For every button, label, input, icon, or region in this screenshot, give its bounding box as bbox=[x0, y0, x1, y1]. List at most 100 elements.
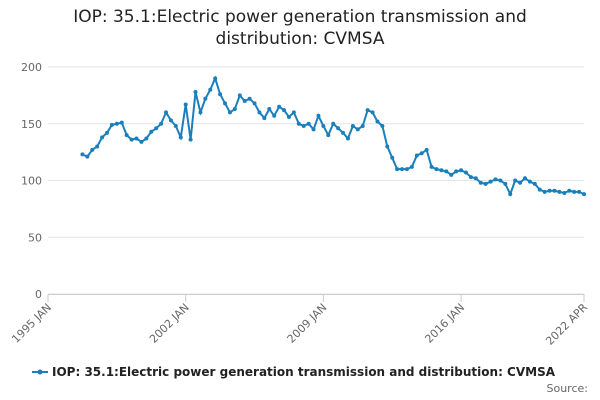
data-point bbox=[326, 133, 331, 138]
data-point bbox=[508, 192, 513, 197]
data-point bbox=[439, 168, 444, 173]
data-point bbox=[272, 113, 277, 118]
data-point bbox=[429, 164, 434, 169]
data-point bbox=[316, 113, 321, 118]
data-point bbox=[218, 92, 223, 97]
data-point bbox=[237, 93, 242, 98]
data-point bbox=[306, 121, 311, 126]
data-point bbox=[414, 153, 419, 158]
chart-title: IOP: 35.1:Electric power generation tran… bbox=[73, 7, 527, 49]
data-point bbox=[80, 152, 85, 157]
y-tick-label: 150 bbox=[21, 118, 42, 131]
data-point bbox=[85, 154, 90, 159]
data-point bbox=[468, 175, 473, 180]
data-point bbox=[444, 169, 449, 174]
data-point bbox=[223, 101, 228, 106]
data-point bbox=[109, 122, 114, 127]
data-point bbox=[385, 144, 390, 149]
y-tick-label: 100 bbox=[21, 175, 42, 188]
legend-label: IOP: 35.1:Electric power generation tran… bbox=[52, 365, 556, 379]
data-point bbox=[567, 188, 572, 193]
data-point bbox=[331, 121, 336, 126]
data-point bbox=[282, 108, 287, 113]
data-point bbox=[173, 124, 178, 129]
data-point bbox=[95, 144, 100, 149]
data-line bbox=[82, 75, 585, 197]
data-point bbox=[336, 126, 341, 131]
data-point bbox=[213, 76, 218, 81]
data-point bbox=[518, 180, 523, 185]
data-point bbox=[459, 168, 464, 173]
data-point bbox=[557, 189, 562, 194]
data-point bbox=[129, 137, 134, 142]
data-point bbox=[232, 106, 237, 111]
data-point bbox=[242, 99, 247, 104]
data-point bbox=[395, 167, 400, 172]
data-point bbox=[463, 170, 468, 175]
data-point bbox=[473, 176, 478, 181]
data-point bbox=[488, 179, 493, 184]
data-point bbox=[419, 151, 424, 156]
data-point bbox=[532, 181, 537, 186]
data-point bbox=[100, 135, 105, 140]
data-point bbox=[296, 121, 301, 126]
data-point bbox=[400, 167, 405, 172]
data-point bbox=[409, 164, 414, 169]
data-point bbox=[105, 130, 110, 135]
data-point bbox=[345, 136, 350, 141]
data-point bbox=[198, 110, 203, 115]
data-point bbox=[262, 116, 267, 121]
data-point bbox=[503, 181, 508, 186]
data-point bbox=[286, 114, 291, 119]
data-point bbox=[227, 110, 232, 115]
data-point bbox=[154, 126, 159, 131]
data-point bbox=[449, 172, 454, 177]
data-point bbox=[164, 110, 169, 115]
data-point bbox=[483, 181, 488, 186]
data-point bbox=[562, 190, 567, 195]
y-tick-label: 0 bbox=[35, 288, 42, 301]
data-point bbox=[527, 179, 532, 184]
data-point bbox=[277, 104, 282, 109]
data-point bbox=[582, 192, 586, 197]
data-point bbox=[203, 96, 208, 101]
data-point bbox=[159, 121, 164, 126]
data-point bbox=[424, 147, 429, 152]
data-point bbox=[119, 120, 124, 125]
data-point bbox=[380, 124, 385, 129]
data-point bbox=[542, 189, 547, 194]
data-point bbox=[547, 188, 552, 193]
data-point bbox=[301, 124, 306, 129]
data-point bbox=[144, 136, 149, 141]
y-tick-label: 50 bbox=[28, 231, 42, 244]
data-point bbox=[370, 110, 375, 115]
data-point bbox=[252, 101, 257, 106]
data-point bbox=[498, 178, 503, 183]
data-point bbox=[168, 118, 173, 123]
data-point bbox=[552, 188, 557, 193]
data-point bbox=[247, 96, 252, 101]
data-point bbox=[572, 189, 577, 194]
x-tick-label: 2009 JAN bbox=[285, 301, 330, 346]
data-point bbox=[124, 133, 129, 138]
data-point bbox=[365, 108, 370, 113]
data-point bbox=[522, 176, 527, 181]
x-tick-label: 1995 JAN bbox=[9, 301, 54, 346]
data-point bbox=[434, 167, 439, 172]
x-tick-label: 2002 JAN bbox=[147, 301, 192, 346]
data-point bbox=[188, 137, 193, 142]
data-point bbox=[478, 180, 483, 185]
x-tick-label: 2016 JAN bbox=[422, 301, 467, 346]
data-point bbox=[537, 187, 542, 192]
data-point bbox=[178, 135, 183, 140]
data-point bbox=[291, 110, 296, 115]
data-point bbox=[149, 129, 154, 134]
data-point bbox=[257, 110, 262, 115]
data-point bbox=[350, 124, 355, 129]
y-tick-label: 200 bbox=[21, 61, 42, 74]
data-point bbox=[390, 155, 395, 160]
data-point bbox=[360, 124, 365, 129]
data-point bbox=[404, 167, 409, 172]
